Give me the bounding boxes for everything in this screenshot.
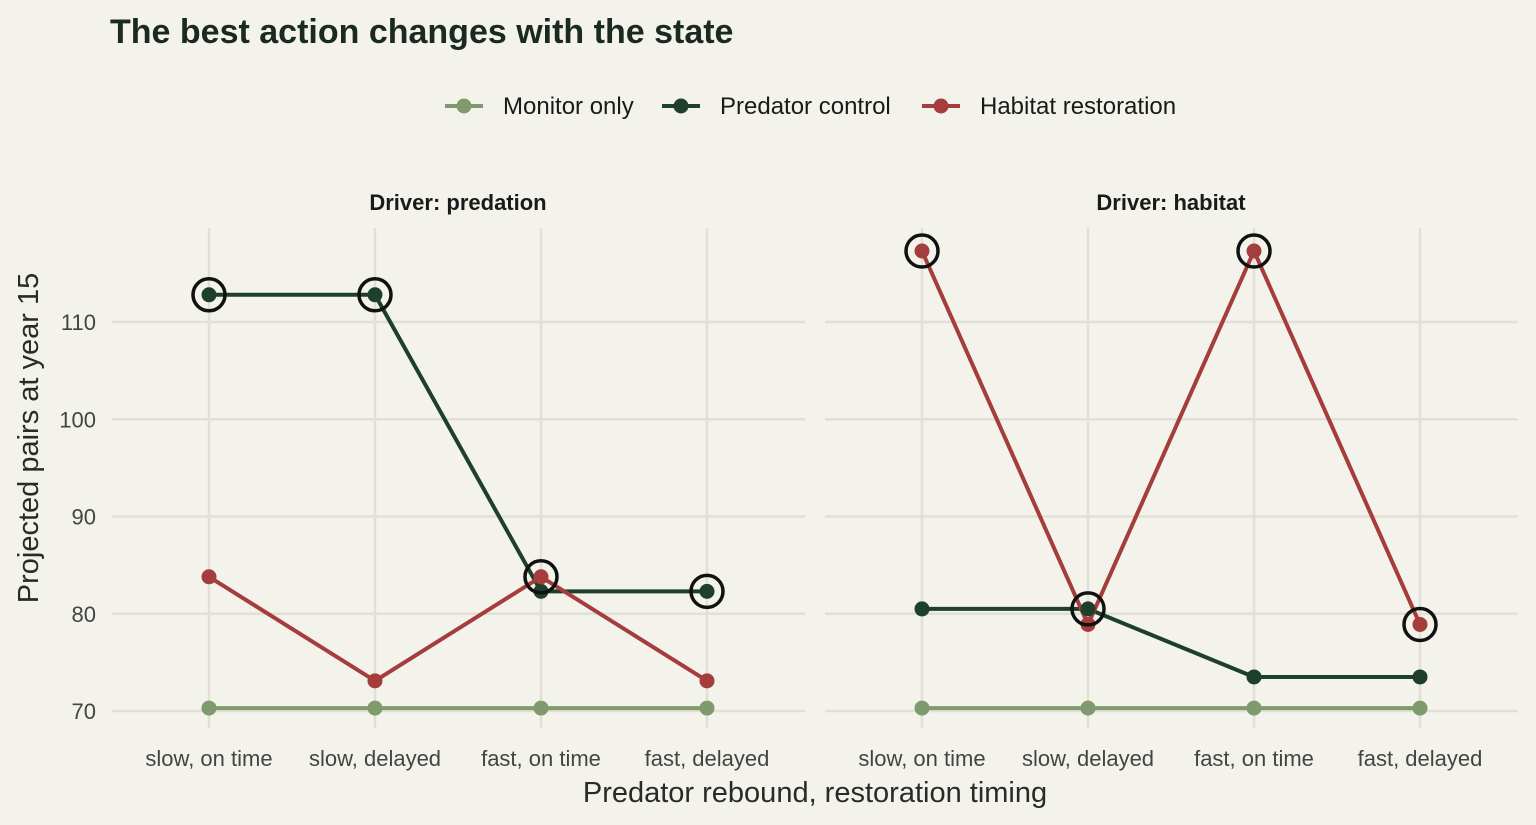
gridlines [112,228,805,728]
x-tick-label: fast, on time [481,746,601,771]
legend-item-predator-control: Predator control [662,93,891,120]
legend-marker [933,98,949,114]
data-point-habitat-restoration [1246,243,1262,259]
y-axis: 70 80 90 100 110 [59,310,96,724]
x-tick-label: slow, on time [145,746,272,771]
y-axis-title: Projected pairs at year 15 [13,273,45,603]
panel-strip-label: Driver: habitat [1096,190,1246,215]
best-action-ring [1236,233,1272,269]
y-tick-label: 90 [72,505,96,530]
data-point-predator-control [1080,601,1096,617]
panel-predation: Driver: predation slow, on time slow, del… [112,190,805,771]
y-tick-label: 110 [61,310,96,335]
x-tick-label: slow, on time [858,746,985,771]
data-point-monitor-only [1080,700,1096,716]
data-point-predator-control [201,287,217,303]
data-point-monitor-only [1246,700,1262,716]
data-point-habitat-restoration [533,569,549,585]
best-action-ring [191,277,227,313]
data-point-habitat-restoration [367,673,383,689]
best-action-ring [1070,591,1106,627]
data-point-habitat-restoration [914,243,930,259]
legend-marker [673,98,689,114]
data-point-habitat-restoration [1412,616,1428,632]
series-line-habitat-restoration [920,249,1422,627]
data-point-habitat-restoration [699,673,715,689]
best-action-ring [904,233,940,269]
data-point-predator-control [1412,669,1428,685]
data-point-monitor-only [533,700,549,716]
legend: Monitor only Predator control Habitat rest… [445,93,1176,120]
legend-item-habitat-restoration: Habitat restoration [922,93,1176,120]
x-tick-label: fast, on time [1194,746,1314,771]
x-tick-label: slow, delayed [309,746,441,771]
legend-item-monitor-only: Monitor only [445,93,634,120]
legend-marker [456,98,472,114]
data-point-habitat-restoration [201,569,217,585]
data-point-monitor-only [699,700,715,716]
data-point-monitor-only [1412,700,1428,716]
y-tick-label: 70 [72,699,96,724]
best-action-ring [357,277,393,313]
x-tick-label: fast, delayed [1358,746,1483,771]
panel-strip-label: Driver: predation [369,190,546,215]
panel-habitat: Driver: habitat slow, on time slow, delay… [825,190,1518,771]
series-line-habitat-restoration [207,574,709,683]
x-tick-label: slow, delayed [1022,746,1154,771]
data-point-monitor-only [201,700,217,716]
x-axis-title: Predator rebound, restoration timing [583,777,1047,809]
chart-title: The best action changes with the state [110,13,733,51]
gridlines [825,228,1518,728]
data-point-predator-control [1246,669,1262,685]
series-line-predator-control [922,606,1420,679]
legend-label: Habitat restoration [980,93,1176,120]
best-action-ring [689,573,725,610]
legend-label: Monitor only [503,93,634,120]
legend-label: Predator control [720,93,891,120]
y-tick-label: 100 [59,407,96,432]
data-point-predator-control [699,583,715,599]
best-action-ring [523,559,559,595]
data-point-predator-control [914,601,930,617]
y-tick-label: 80 [72,602,96,627]
data-point-monitor-only [367,700,383,716]
best-action-ring [1402,606,1438,643]
series-line-predator-control [209,292,707,594]
data-point-monitor-only [914,700,930,716]
data-point-predator-control [367,287,383,303]
x-tick-label: fast, delayed [645,746,770,771]
